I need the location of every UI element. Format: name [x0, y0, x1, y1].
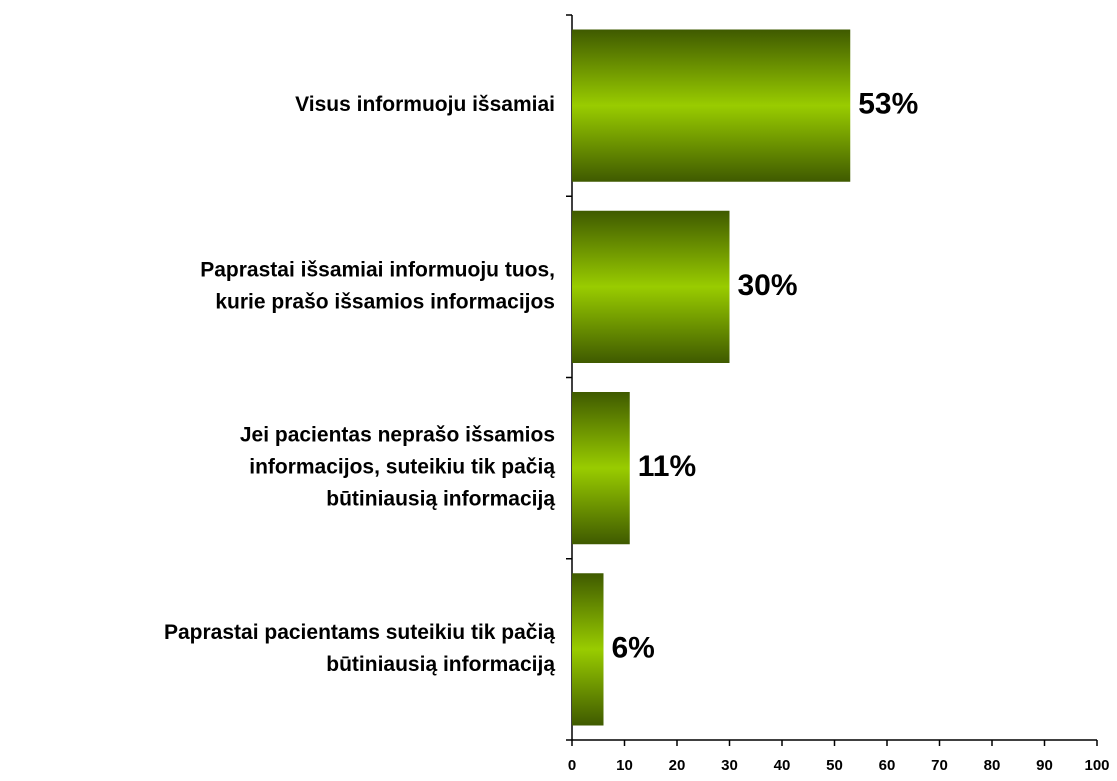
category-label: Paprastai pacientams suteikiu tik pačią: [164, 621, 555, 644]
category-label: Visus informuoju išsamiai: [295, 93, 555, 116]
value-label: 30%: [738, 269, 798, 302]
bar: [572, 392, 630, 545]
x-tick-label: 20: [669, 757, 686, 774]
category-label: būtiniausią informaciją: [326, 488, 555, 511]
x-tick-label: 80: [984, 757, 1001, 774]
x-tick-label: 0: [568, 757, 576, 774]
x-tick-label: 70: [931, 757, 948, 774]
x-tick-label: 60: [879, 757, 896, 774]
x-tick-label: 40: [774, 757, 791, 774]
category-label: Paprastai išsamiai informuoju tuos,: [200, 258, 555, 281]
x-tick-label: 100: [1084, 757, 1109, 774]
x-tick-label: 30: [721, 757, 738, 774]
bar: [572, 210, 730, 363]
category-label: kurie prašo išsamios informacijos: [215, 290, 555, 313]
bar: [572, 29, 851, 182]
x-tick-label: 90: [1036, 757, 1053, 774]
bar: [572, 573, 604, 726]
category-label: informacijos, suteikiu tik pačią: [249, 456, 555, 479]
value-label: 53%: [858, 88, 918, 121]
category-label: būtiniausią informaciją: [326, 653, 555, 676]
x-tick-label: 10: [616, 757, 633, 774]
value-label: 11%: [638, 450, 696, 483]
value-label: 6%: [612, 631, 655, 664]
category-label: Jei pacientas neprašo išsamios: [240, 424, 555, 447]
x-tick-label: 50: [826, 757, 843, 774]
